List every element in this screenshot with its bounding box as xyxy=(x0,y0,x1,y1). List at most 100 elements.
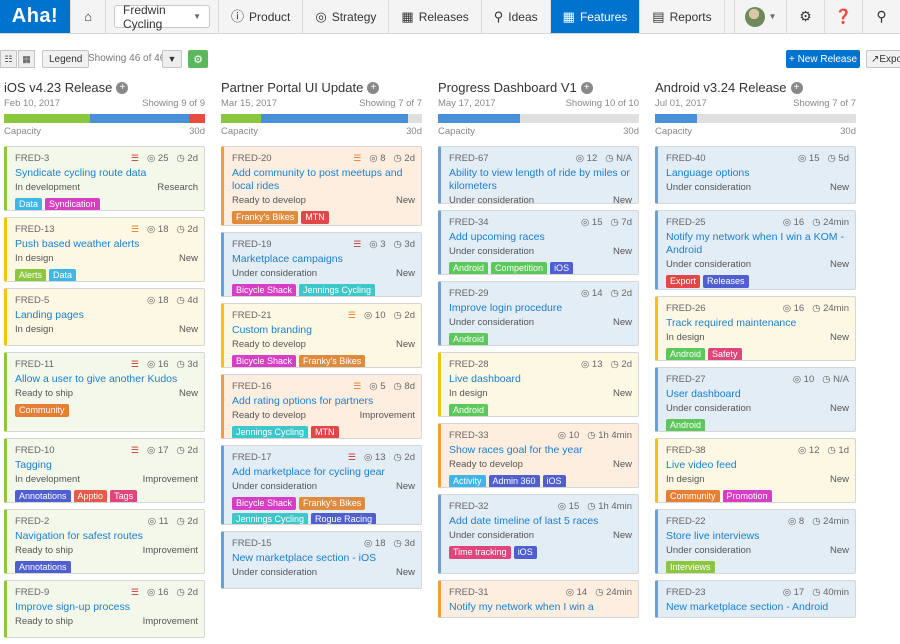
release-title[interactable]: Progress Dashboard V1 + xyxy=(438,80,639,95)
feature-ref[interactable]: FRED-33 xyxy=(449,430,489,441)
feature-title[interactable]: Ability to view length of ride by miles … xyxy=(449,167,630,192)
feature-card[interactable]: FRED-31 ◎ 14 ◷ 24min Notify my network when… xyxy=(438,580,639,618)
nav-ideas[interactable]: ⚲ Ideas xyxy=(482,0,551,33)
tag[interactable]: Community xyxy=(666,490,720,502)
tag[interactable]: iOS xyxy=(513,546,537,559)
feature-title[interactable]: New marketplace section - iOS xyxy=(232,552,377,564)
tag[interactable]: Time tracking xyxy=(449,546,511,559)
tag[interactable]: Annotations xyxy=(15,561,71,573)
feature-title[interactable]: Store live interviews xyxy=(666,530,760,542)
feature-card[interactable]: FRED-22 ◎ 8 ◷ 24min Store live interviews Un… xyxy=(655,509,856,574)
workspace-selector[interactable]: Fredwin Cycling ▼ xyxy=(114,3,210,31)
release-title[interactable]: Partner Portal UI Update + xyxy=(221,80,422,95)
feature-ref[interactable]: FRED-15 xyxy=(232,538,272,549)
tag[interactable]: MTN xyxy=(301,211,329,224)
tag[interactable]: Bicycle Shack xyxy=(232,355,297,367)
feature-title[interactable]: Landing pages xyxy=(15,309,84,321)
tag[interactable]: Jennings Cycling xyxy=(232,513,309,524)
feature-ref[interactable]: FRED-11 xyxy=(15,359,54,370)
release-name[interactable]: iOS v4.23 Release xyxy=(4,80,113,95)
feature-card[interactable]: FRED-2 ◎ 11 ◷ 2d Navigation for safest rout… xyxy=(4,509,205,574)
board-settings-button[interactable]: ⚙ xyxy=(188,50,208,68)
feature-ref[interactable]: FRED-28 xyxy=(449,359,489,370)
feature-card[interactable]: FRED-33 ◎ 10 ◷ 1h 4min Show races goal for … xyxy=(438,423,639,488)
feature-title[interactable]: Add marketplace for cycling gear xyxy=(232,466,385,478)
feature-ref[interactable]: FRED-10 xyxy=(15,445,55,456)
tag[interactable]: Competition xyxy=(491,262,548,274)
view-grid-button[interactable]: ▦ xyxy=(18,50,35,68)
feature-title[interactable]: Custom branding xyxy=(232,324,312,336)
feature-ref[interactable]: FRED-17 xyxy=(232,452,272,463)
feature-card[interactable]: FRED-3 ☰ ◎ 25 ◷ 2d Syndicate cycling route d… xyxy=(4,146,205,211)
tag[interactable]: iOS xyxy=(550,262,574,274)
tag[interactable]: Apptio xyxy=(73,490,108,502)
feature-card[interactable]: FRED-9 ☰ ◎ 16 ◷ 2d Improve sign-up process Re… xyxy=(4,580,205,638)
feature-title[interactable]: Syndicate cycling route data xyxy=(15,167,147,179)
new-release-button[interactable]: + New Release xyxy=(786,50,860,68)
tag[interactable]: Safety xyxy=(708,348,742,360)
feature-card[interactable]: FRED-16 ☰ ◎ 5 ◷ 8d Add rating options for pa… xyxy=(221,374,422,439)
release-name[interactable]: Progress Dashboard V1 xyxy=(438,80,577,95)
feature-ref[interactable]: FRED-31 xyxy=(449,587,489,598)
feature-card[interactable]: FRED-10 ☰ ◎ 17 ◷ 2d Tagging In development Imp… xyxy=(4,438,205,503)
feature-card[interactable]: FRED-28 ◎ 13 ◷ 2d Live dashboard In design Ne… xyxy=(438,352,639,417)
user-avatar-menu[interactable]: ▼ xyxy=(734,0,786,33)
feature-ref[interactable]: FRED-22 xyxy=(666,516,706,527)
tag[interactable]: Activity xyxy=(449,475,486,487)
tag[interactable]: Android xyxy=(666,348,706,360)
settings-button[interactable]: ⚙ xyxy=(786,0,824,33)
feature-title[interactable]: Add upcoming races xyxy=(449,231,545,243)
release-name[interactable]: Partner Portal UI Update xyxy=(221,80,364,95)
feature-ref[interactable]: FRED-26 xyxy=(666,303,706,314)
feature-card[interactable]: FRED-29 ◎ 14 ◷ 2d Improve login procedure Un… xyxy=(438,281,639,346)
feature-title[interactable]: User dashboard xyxy=(666,388,741,400)
feature-ref[interactable]: FRED-34 xyxy=(449,217,489,228)
tag[interactable]: iOS xyxy=(542,475,566,487)
home-button[interactable]: ⌂ xyxy=(70,0,106,33)
feature-card[interactable]: FRED-26 ◎ 16 ◷ 24min Track required mainten… xyxy=(655,296,856,361)
feature-title[interactable]: Add rating options for partners xyxy=(232,395,374,407)
feature-ref[interactable]: FRED-38 xyxy=(666,445,706,456)
feature-title[interactable]: Add date timeline of last 5 races xyxy=(449,515,599,527)
feature-title[interactable]: Track required maintenance xyxy=(666,317,797,329)
nav-releases[interactable]: ▦ Releases xyxy=(389,0,482,33)
feature-card[interactable]: FRED-32 ◎ 15 ◷ 1h 4min Add date timeline of… xyxy=(438,494,639,574)
feature-title[interactable]: Show races goal for the year xyxy=(449,444,583,456)
feature-card[interactable]: FRED-34 ◎ 15 ◷ 7d Add upcoming races Under c… xyxy=(438,210,639,275)
export-button[interactable]: ↗ Expo xyxy=(866,50,900,68)
release-name[interactable]: Android v3.24 Release xyxy=(655,80,787,95)
tag[interactable]: Franky's Bikes xyxy=(232,211,299,224)
tag[interactable]: Annotations xyxy=(15,490,71,502)
help-button[interactable]: ❓ xyxy=(824,0,862,33)
tag[interactable]: Admin 360 xyxy=(488,475,540,487)
feature-card[interactable]: FRED-15 ◎ 18 ◷ 3d New marketplace section -… xyxy=(221,531,422,589)
tag[interactable]: Data xyxy=(15,198,43,210)
tag[interactable]: Franky's Bikes xyxy=(299,355,366,367)
view-list-button[interactable]: ☷ xyxy=(0,50,17,68)
tag[interactable]: MTN xyxy=(311,426,339,438)
feature-card[interactable]: FRED-27 ◎ 10 ◷ N/A User dashboard Under cons… xyxy=(655,367,856,432)
feature-ref[interactable]: FRED-16 xyxy=(232,381,272,392)
add-feature-icon[interactable]: + xyxy=(116,81,129,94)
tag[interactable]: Promotion xyxy=(722,490,772,502)
feature-card[interactable]: FRED-40 ◎ 15 ◷ 5d Language options Under con… xyxy=(655,146,856,204)
feature-card[interactable]: FRED-17 ☰ ◎ 13 ◷ 2d Add marketplace for cycl… xyxy=(221,445,422,525)
feature-card[interactable]: FRED-19 ☰ ◎ 3 ◷ 3d Marketplace campaigns Unde… xyxy=(221,232,422,297)
feature-card[interactable]: FRED-38 ◎ 12 ◷ 1d Live video feed In design N… xyxy=(655,438,856,503)
feature-ref[interactable]: FRED-40 xyxy=(666,153,706,164)
feature-title[interactable]: Marketplace campaigns xyxy=(232,253,343,265)
feature-card[interactable]: FRED-13 ☰ ◎ 18 ◷ 2d Push based weather alert… xyxy=(4,217,205,282)
search-button[interactable]: ⚲ xyxy=(862,0,900,33)
tag[interactable]: Android xyxy=(666,419,706,431)
tag[interactable]: Tags xyxy=(110,490,138,502)
feature-title[interactable]: Live dashboard xyxy=(449,373,521,385)
add-feature-icon[interactable]: + xyxy=(580,81,593,94)
feature-title[interactable]: Allow a user to give another Kudos xyxy=(15,373,178,385)
add-feature-icon[interactable]: + xyxy=(367,81,380,94)
feature-ref[interactable]: FRED-13 xyxy=(15,224,55,235)
release-title[interactable]: Android v3.24 Release + xyxy=(655,80,856,95)
tag[interactable]: Community xyxy=(15,404,69,417)
tag[interactable]: Franky's Bikes xyxy=(299,497,366,510)
feature-title[interactable]: Live video feed xyxy=(666,459,737,471)
feature-ref[interactable]: FRED-29 xyxy=(449,288,489,299)
